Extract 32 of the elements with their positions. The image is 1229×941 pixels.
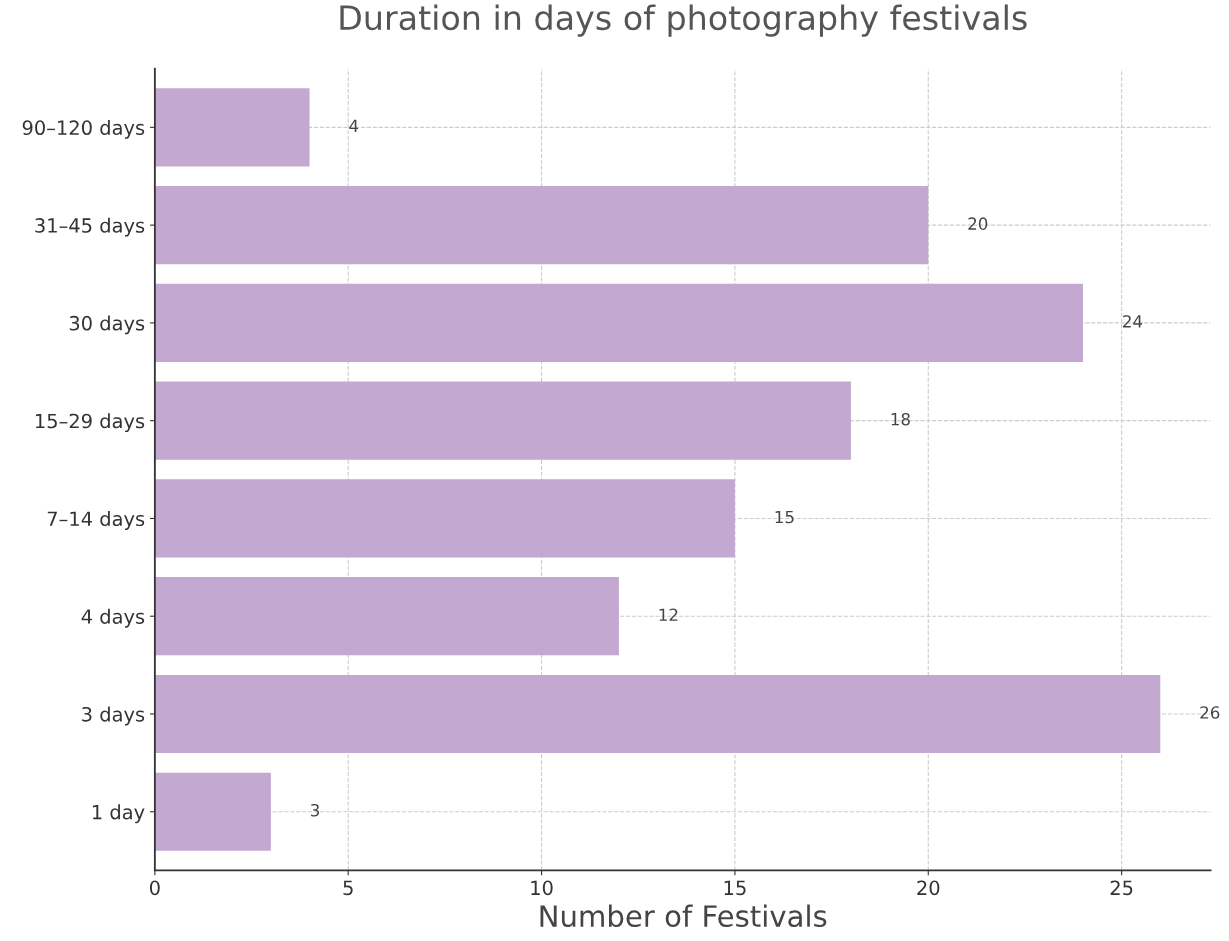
bar [154,88,310,167]
x-tick-label: 10 [531,880,553,896]
y-tick-label: 90–120 days [22,119,145,139]
data-label: 12 [659,608,678,621]
bar [154,381,851,460]
y-tick-label: 7–14 days [47,511,145,530]
bar [154,577,619,656]
chart-title: Duration in days of photography festivals [340,4,1027,37]
x-tick-label: 20 [917,880,940,896]
y-tick-label: 31–45 days [35,217,145,237]
x-tick-label: 0 [149,880,160,896]
x-axis-title: Number of Festivals [540,904,827,928]
data-label: 18 [891,412,910,426]
y-tick-label: 1 day [92,804,145,824]
y-tick-label: 4 days [81,608,145,628]
x-tick-label: 25 [1110,880,1133,896]
data-label: 3 [311,803,320,817]
bar [154,479,735,558]
x-tick-label: 5 [343,880,353,896]
data-label: 4 [349,119,359,132]
bar [154,186,929,265]
y-tick-label: 15–29 days [35,413,145,433]
bar [154,772,271,851]
data-label: 15 [775,510,794,524]
y-tick-label: 3 days [82,706,145,726]
data-label: 24 [1123,315,1143,328]
bar [154,283,1083,363]
data-label: 20 [968,217,988,230]
data-label: 26 [1200,706,1220,719]
y-tick-label: 30 days [69,315,145,335]
x-tick-label: 15 [724,880,746,896]
bar [154,674,1161,754]
